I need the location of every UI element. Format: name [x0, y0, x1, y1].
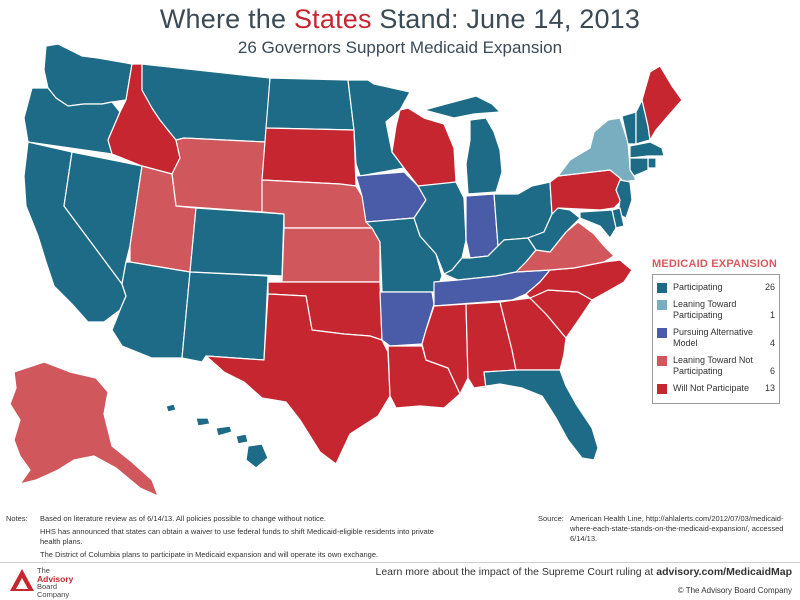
map-subtitle: 26 Governors Support Medicaid Expansion — [237, 38, 563, 57]
state-nd[interactable] — [265, 77, 355, 131]
notes-line: Based on literature review as of 6/14/13… — [40, 514, 327, 523]
legend-label: Leaning Toward Participating — [673, 299, 737, 320]
state-in[interactable] — [465, 193, 499, 259]
copyright: © The Advisory Board Company — [677, 586, 792, 595]
logo-line: Company — [37, 590, 70, 599]
legend-item-participating: Participating 26 — [657, 282, 775, 293]
legend-swatch — [657, 384, 667, 394]
footer-divider — [0, 562, 800, 563]
legend: MEDICAID EXPANSION Participating 26 Leanin… — [652, 258, 780, 404]
state-hi[interactable] — [165, 403, 269, 469]
legend-count: 6 — [769, 366, 775, 376]
state-ma[interactable] — [629, 141, 665, 159]
source-label: Source: — [538, 514, 564, 523]
state-az[interactable] — [111, 261, 191, 359]
source-text: American Health Line, http://ahlalerts.c… — [570, 514, 784, 543]
legend-swatch — [657, 328, 667, 338]
state-ak[interactable] — [9, 361, 159, 497]
logo-line: Advisory — [37, 574, 74, 584]
legend-box: Participating 26 Leaning Toward Participat… — [652, 274, 780, 404]
logo-line: The — [37, 566, 50, 575]
logo-triangle-icon — [10, 569, 34, 591]
legend-item-leaning-toward-participating: Leaning Toward Participating 1 — [657, 299, 775, 321]
state-ks[interactable] — [281, 227, 381, 283]
notes-line: HHS has announced that states can obtain… — [40, 527, 434, 546]
state-sd[interactable] — [261, 127, 357, 187]
legend-title: MEDICAID EXPANSION — [652, 258, 778, 270]
state-pa[interactable] — [549, 169, 625, 215]
legend-swatch — [657, 356, 667, 366]
legend-item-will-not-participate: Will Not Participate 13 — [657, 383, 775, 394]
state-me[interactable] — [641, 65, 683, 141]
legend-count: 4 — [769, 338, 775, 348]
state-wa[interactable] — [43, 43, 133, 107]
state-wy[interactable] — [171, 137, 267, 213]
notes: Notes: Based on literature review as of … — [6, 514, 446, 563]
source: Source: American Health Line, http://ahl… — [538, 514, 788, 544]
state-ri[interactable] — [647, 157, 657, 169]
legend-count: 26 — [764, 282, 775, 292]
company-logo: The Advisory Board Company — [10, 565, 90, 599]
learn-more: Learn more about the impact of the Supre… — [375, 566, 792, 578]
legend-count: 13 — [764, 383, 775, 393]
legend-item-pursuing-alternative-model: Pursuing Alternative Model 4 — [657, 327, 775, 349]
legend-label: Participating — [673, 282, 723, 292]
notes-line: The District of Columbia plans to partic… — [40, 550, 379, 559]
state-md[interactable] — [579, 209, 617, 239]
state-ct[interactable] — [629, 157, 649, 177]
state-co[interactable] — [189, 207, 285, 277]
state-fl[interactable] — [473, 369, 599, 461]
legend-count: 1 — [769, 310, 775, 320]
notes-label: Notes: — [6, 514, 28, 523]
state-nm[interactable] — [181, 271, 269, 363]
legend-swatch — [657, 283, 667, 293]
state-tx[interactable] — [205, 293, 391, 465]
logo-line: Board — [37, 582, 58, 591]
legend-label: Leaning Toward Not Participating — [673, 355, 753, 376]
legend-label: Will Not Participate — [673, 383, 750, 393]
legend-item-leaning-toward-not-participating: Leaning Toward Not Participating 6 — [657, 355, 775, 377]
legend-label: Pursuing Alternative Model — [673, 327, 754, 348]
state-mn[interactable] — [347, 79, 411, 177]
map-title: Where the States Stand: June 14, 2013 — [159, 4, 641, 34]
legend-swatch — [657, 300, 667, 310]
state-wv[interactable] — [527, 207, 581, 253]
state-mi[interactable] — [423, 95, 503, 195]
learn-more-link[interactable]: advisory.com/MedicaidMap — [656, 566, 792, 578]
